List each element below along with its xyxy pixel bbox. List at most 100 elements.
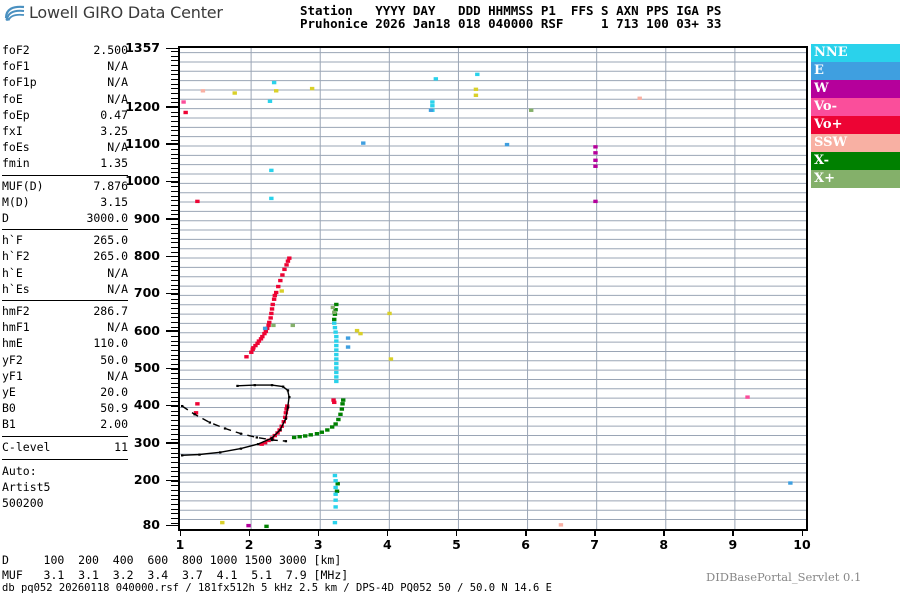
y-axis-minor-tick: [171, 387, 178, 389]
parameter-value: 50.9: [100, 401, 128, 416]
y-axis-minor-tick: [171, 429, 178, 431]
y-axis-minor-tick: [171, 121, 178, 123]
model-lower-curve: [181, 384, 290, 456]
legend-item-vo[interactable]: Vo+: [811, 116, 900, 134]
series-ssw: [200, 89, 642, 527]
station-info-header: Station YYYY DAY DDD HHMMSS P1 FFS S AXN…: [300, 3, 722, 18]
parameter-key: C-level: [2, 439, 51, 454]
y-axis-major-tick: [166, 180, 178, 183]
y-axis-major-tick: [166, 367, 178, 370]
y-axis-major-tick: [166, 479, 178, 482]
y-axis-minor-tick: [171, 172, 178, 174]
y-axis-minor-tick: [171, 60, 178, 62]
legend-item-vo[interactable]: Vo-: [811, 98, 900, 116]
y-axis-minor-tick: [171, 298, 178, 300]
parameter-key: h`F: [2, 233, 23, 248]
legend-item-label: Vo+: [814, 117, 843, 132]
y-axis-tick-label: 600: [133, 322, 160, 338]
series-yellow-echoes: [220, 86, 479, 525]
y-axis-tick-label: 1357: [125, 40, 160, 55]
y-axis-minor-tick: [171, 69, 178, 71]
parameter-value: N/A: [107, 75, 128, 90]
y-axis-minor-tick: [171, 116, 178, 118]
y-axis-minor-tick: [171, 522, 178, 524]
parameter-value: N/A: [107, 140, 128, 155]
y-axis-minor-tick: [171, 139, 178, 141]
parameter-key: foEs: [2, 140, 30, 155]
legend-item-w[interactable]: W: [811, 80, 900, 98]
y-axis-minor-tick: [171, 382, 178, 384]
parameter-group: foF2 2.500 foF1 N/A foF1p N/A foE N/A foEp 0.47 fx…: [2, 42, 128, 173]
brand-logo: Lowell GIRO Data Center: [4, 3, 223, 22]
y-axis-minor-tick: [171, 419, 178, 421]
legend-item-e[interactable]: E: [811, 62, 900, 80]
station-info-values: Pruhonice 2026 Jan18 018 040000 RSF 1 71…: [300, 16, 722, 31]
parameter-key: foE: [2, 91, 23, 106]
legend-item-label: E: [814, 63, 824, 78]
autoscaler-line: Artist5: [2, 480, 51, 495]
series-vo-: [183, 110, 337, 446]
parameter-key: fxI: [2, 124, 23, 139]
parameter-value: 11: [114, 439, 128, 454]
model-upper-curve: [181, 405, 286, 442]
series-x-: [264, 302, 346, 529]
legend-item-label: X+: [814, 171, 835, 186]
autoscaler-line: Auto:: [2, 463, 37, 478]
legend-item-x[interactable]: X-: [811, 152, 900, 170]
y-axis-major-tick: [166, 255, 178, 258]
y-axis-minor-tick: [171, 326, 178, 328]
x-axis-tick-label: 3: [313, 537, 323, 552]
y-axis-major-tick: [166, 106, 178, 108]
y-axis-tick-label: 300: [133, 434, 160, 450]
parameter-value: N/A: [107, 281, 128, 296]
parameter-key: h`Es: [2, 281, 30, 296]
parameter-value: N/A: [107, 59, 128, 74]
parameter-group: C-level 11: [2, 435, 128, 456]
parameter-row: MUF(D) 7.876: [2, 178, 128, 194]
y-axis-minor-tick: [171, 485, 178, 487]
y-axis-minor-tick: [171, 377, 178, 379]
parameter-row: foF1 N/A: [2, 58, 128, 74]
parameter-group: MUF(D) 7.876 M(D) 3.15 D 3000.0: [2, 174, 128, 228]
y-axis-minor-tick: [171, 74, 178, 76]
parameter-key: hmF2: [2, 304, 30, 319]
parameter-key: B1: [2, 417, 16, 432]
source-file-footer: db pq052 20260118 040000.rsf / 181fx512h…: [2, 582, 552, 594]
x-axis-tick-label: 5: [452, 537, 461, 552]
series-vo-: [181, 100, 750, 399]
legend-item-nne[interactable]: NNE: [811, 44, 900, 62]
y-axis-minor-tick: [171, 153, 178, 155]
y-axis-tick-labels: 80 200 300 400 500 600 700 800 900 1000 1100 1200 13…: [0, 0, 178, 577]
parameter-row: h`F2 265.0: [2, 248, 128, 264]
legend-item-ssw[interactable]: SSW: [811, 134, 900, 152]
y-axis-tick-label: 1100: [125, 135, 160, 151]
y-axis-minor-tick: [171, 499, 178, 501]
y-axis-minor-tick: [171, 214, 178, 216]
y-axis-tick-label: 1200: [125, 98, 160, 114]
legend-item-x[interactable]: X+: [811, 170, 900, 188]
series-x-: [271, 108, 534, 328]
y-axis-minor-tick: [171, 415, 178, 417]
y-axis-minor-tick: [171, 177, 178, 179]
y-axis-minor-tick: [171, 163, 178, 165]
parameter-key: h`E: [2, 265, 23, 280]
x-axis-major-tick: [801, 529, 803, 536]
polarization-legend: NNE E W Vo- Vo+ SSW X- X+: [811, 44, 900, 188]
y-axis-minor-tick: [171, 275, 178, 277]
parameter-value: N/A: [107, 320, 128, 335]
x-axis-major-tick: [317, 529, 320, 536]
parameter-group: hmF2 286.7 hmF1 N/A hmE 110.0 yF2 50.0 yF1 N/A yE 2…: [2, 300, 128, 434]
y-axis-minor-tick: [171, 345, 178, 347]
y-axis-minor-tick: [171, 65, 178, 67]
y-axis-minor-tick: [171, 447, 178, 449]
y-axis-major-tick: [166, 442, 178, 444]
y-axis-tick-label: 500: [133, 360, 160, 376]
y-axis-minor-tick: [171, 97, 178, 99]
parameter-value: 265.0: [93, 233, 128, 248]
ionogram-plot-area[interactable]: [178, 46, 808, 531]
x-axis-tick-label: 10: [793, 537, 811, 552]
muf-table-row-distance: D 100 200 400 600 800 1000 1500 3000 [km…: [2, 553, 342, 567]
parameter-row: yF2 50.0: [2, 352, 128, 368]
series-nne: [267, 72, 480, 525]
parameter-key: foF1: [2, 59, 30, 74]
